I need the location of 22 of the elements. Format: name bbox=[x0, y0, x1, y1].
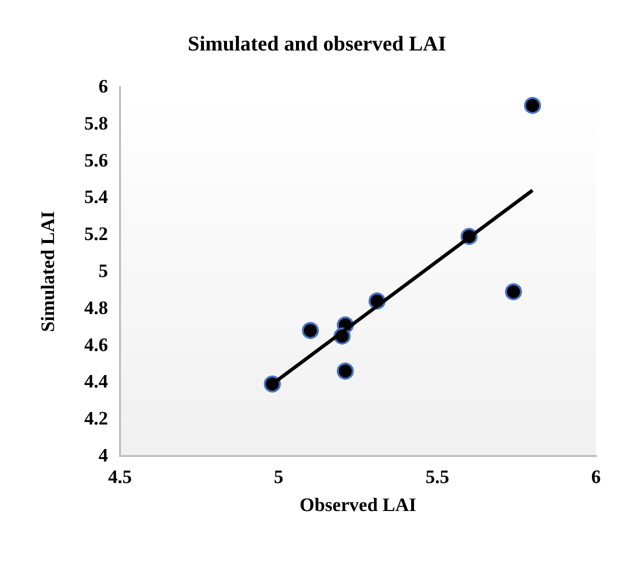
point bbox=[336, 362, 354, 380]
point bbox=[302, 322, 319, 340]
x-tick-label: 4.5 bbox=[108, 467, 132, 488]
y-tick-label: 4.2 bbox=[84, 408, 108, 430]
y-tick-label: 4.4 bbox=[84, 372, 108, 393]
x-tick-label: 6 bbox=[591, 467, 601, 488]
y-axis-title: Simulated LAI bbox=[38, 211, 59, 332]
x-tick-label: 5.5 bbox=[425, 467, 450, 488]
point bbox=[505, 283, 522, 300]
y-tick-label: 6 bbox=[98, 76, 108, 98]
chart-title: Simulated and observed LAI bbox=[188, 32, 446, 56]
x-axis-title: Observed LAI bbox=[300, 495, 416, 516]
y-tick-label: 4.6 bbox=[84, 334, 108, 356]
y-tick-label: 5.8 bbox=[84, 113, 108, 134]
x-tick-label: 5 bbox=[274, 467, 284, 488]
point bbox=[524, 96, 542, 114]
y-tick-label: 5 bbox=[98, 261, 108, 282]
y-tick-label: 5.2 bbox=[84, 224, 108, 246]
y-tick-label: 4 bbox=[98, 446, 108, 466]
y-tick-label: 5.4 bbox=[84, 187, 108, 208]
y-tick-label: 5.6 bbox=[84, 150, 108, 172]
y-tick-label: 4.8 bbox=[84, 298, 108, 319]
